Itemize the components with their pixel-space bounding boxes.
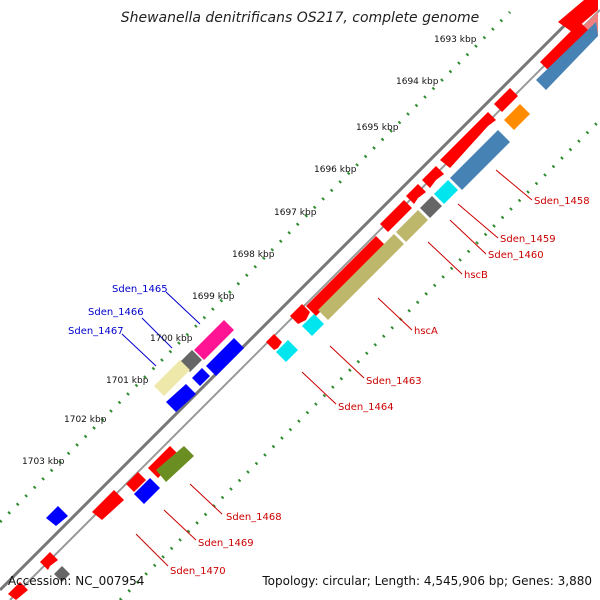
leader-line [189, 483, 223, 515]
genome-stats-text: Topology: circular; Length: 4,545,906 bp… [262, 574, 592, 588]
cog-block [302, 314, 324, 336]
accession-text: Accession: NC_007954 [8, 574, 145, 588]
gene-arrow [306, 236, 386, 316]
tick-labels: 1693 kbp 1694 kbp 1695 kbp 1696 kbp 1697… [22, 35, 477, 467]
tick-ring-outer [0, 10, 512, 524]
leader-line [377, 297, 413, 331]
gene-arrow [40, 552, 58, 570]
gene-label-sden-1464: Sden_1464 [338, 402, 394, 413]
gene-arrow [126, 472, 146, 492]
cog-block [134, 478, 160, 504]
gene-label-sden-1468: Sden_1468 [226, 512, 282, 523]
gene-arrow [192, 368, 210, 386]
gene-label-sden-1470: Sden_1470 [170, 566, 226, 577]
gene-arrow [494, 88, 518, 112]
gene-arrow [440, 112, 496, 168]
gene-arrow [558, 0, 598, 32]
gene-arrow [266, 334, 282, 350]
cog-block [420, 196, 442, 218]
tick-label: 1696 kbp [314, 165, 357, 175]
tick-label: 1698 kbp [232, 250, 275, 260]
gene-arrow [380, 200, 412, 232]
gene-label-sden-1460: Sden_1460 [488, 250, 544, 261]
map-title: Shewanella denitrificans OS217, complete… [120, 10, 480, 26]
tick-label: 1694 kbp [396, 77, 439, 87]
tick-label: 1693 kbp [434, 35, 477, 45]
backbone-outer [0, 0, 592, 592]
gene-arrow [46, 506, 68, 526]
leader-line [449, 219, 487, 255]
leader-line [121, 333, 157, 367]
tick-label: 1695 kbp [356, 123, 399, 133]
gene-label-sden-1469: Sden_1469 [198, 538, 254, 549]
tick-label: 1697 kbp [274, 208, 317, 218]
cog-track [134, 22, 598, 504]
tick-label: 1703 kbp [22, 457, 65, 467]
cog-block [396, 210, 428, 242]
gene-label-hscb: hscB [464, 270, 488, 281]
cog-block [504, 104, 530, 130]
gene-arrow [290, 304, 310, 324]
gene-arrow [540, 22, 592, 74]
gene-label-sden-1465: Sden_1465 [112, 284, 168, 295]
cog-block [194, 320, 234, 360]
gene-label-sden-1463: Sden_1463 [366, 376, 422, 387]
gene-labels: Sden_1458 Sden_1459 Sden_1460 hscB hscA … [68, 196, 590, 577]
cog-block [276, 340, 298, 362]
leader-line [495, 169, 533, 201]
cog-block [318, 234, 404, 320]
gene-arrow [8, 582, 28, 600]
gene-arrow [54, 566, 70, 582]
gene-label-sden-1467: Sden_1467 [68, 326, 124, 337]
cog-block [536, 22, 598, 90]
gene-label-hsca: hscA [414, 326, 438, 337]
cog-block [434, 180, 458, 204]
cog-block [156, 446, 194, 482]
gene-arrow [92, 490, 124, 520]
leader-line [329, 345, 365, 379]
tick-label: 1701 kbp [106, 376, 149, 386]
leader-line [163, 509, 197, 541]
tick-ring-inner [118, 118, 600, 600]
gene-arrow [406, 184, 426, 204]
gene-label-sden-1466: Sden_1466 [88, 307, 144, 318]
gene-label-sden-1459: Sden_1459 [500, 234, 556, 245]
leader-line [141, 317, 173, 349]
tick-label: 1702 kbp [64, 415, 107, 425]
tick-label: 1699 kbp [192, 292, 235, 302]
forward-strand-genes [8, 0, 598, 600]
leader-line [135, 533, 169, 567]
cog-block [154, 360, 190, 396]
leader-line [165, 291, 201, 325]
tick-label: 1700 kbp [150, 334, 193, 344]
gene-label-sden-1458: Sden_1458 [534, 196, 590, 207]
label-leaders [121, 169, 533, 567]
gene-arrow [206, 338, 244, 376]
leader-line [301, 371, 337, 405]
reverse-strand-genes [46, 320, 244, 582]
leader-line [427, 241, 463, 275]
gene-arrow [422, 166, 444, 188]
leader-line [457, 203, 499, 239]
gene-arrow [166, 384, 196, 412]
cog-block [450, 130, 510, 190]
